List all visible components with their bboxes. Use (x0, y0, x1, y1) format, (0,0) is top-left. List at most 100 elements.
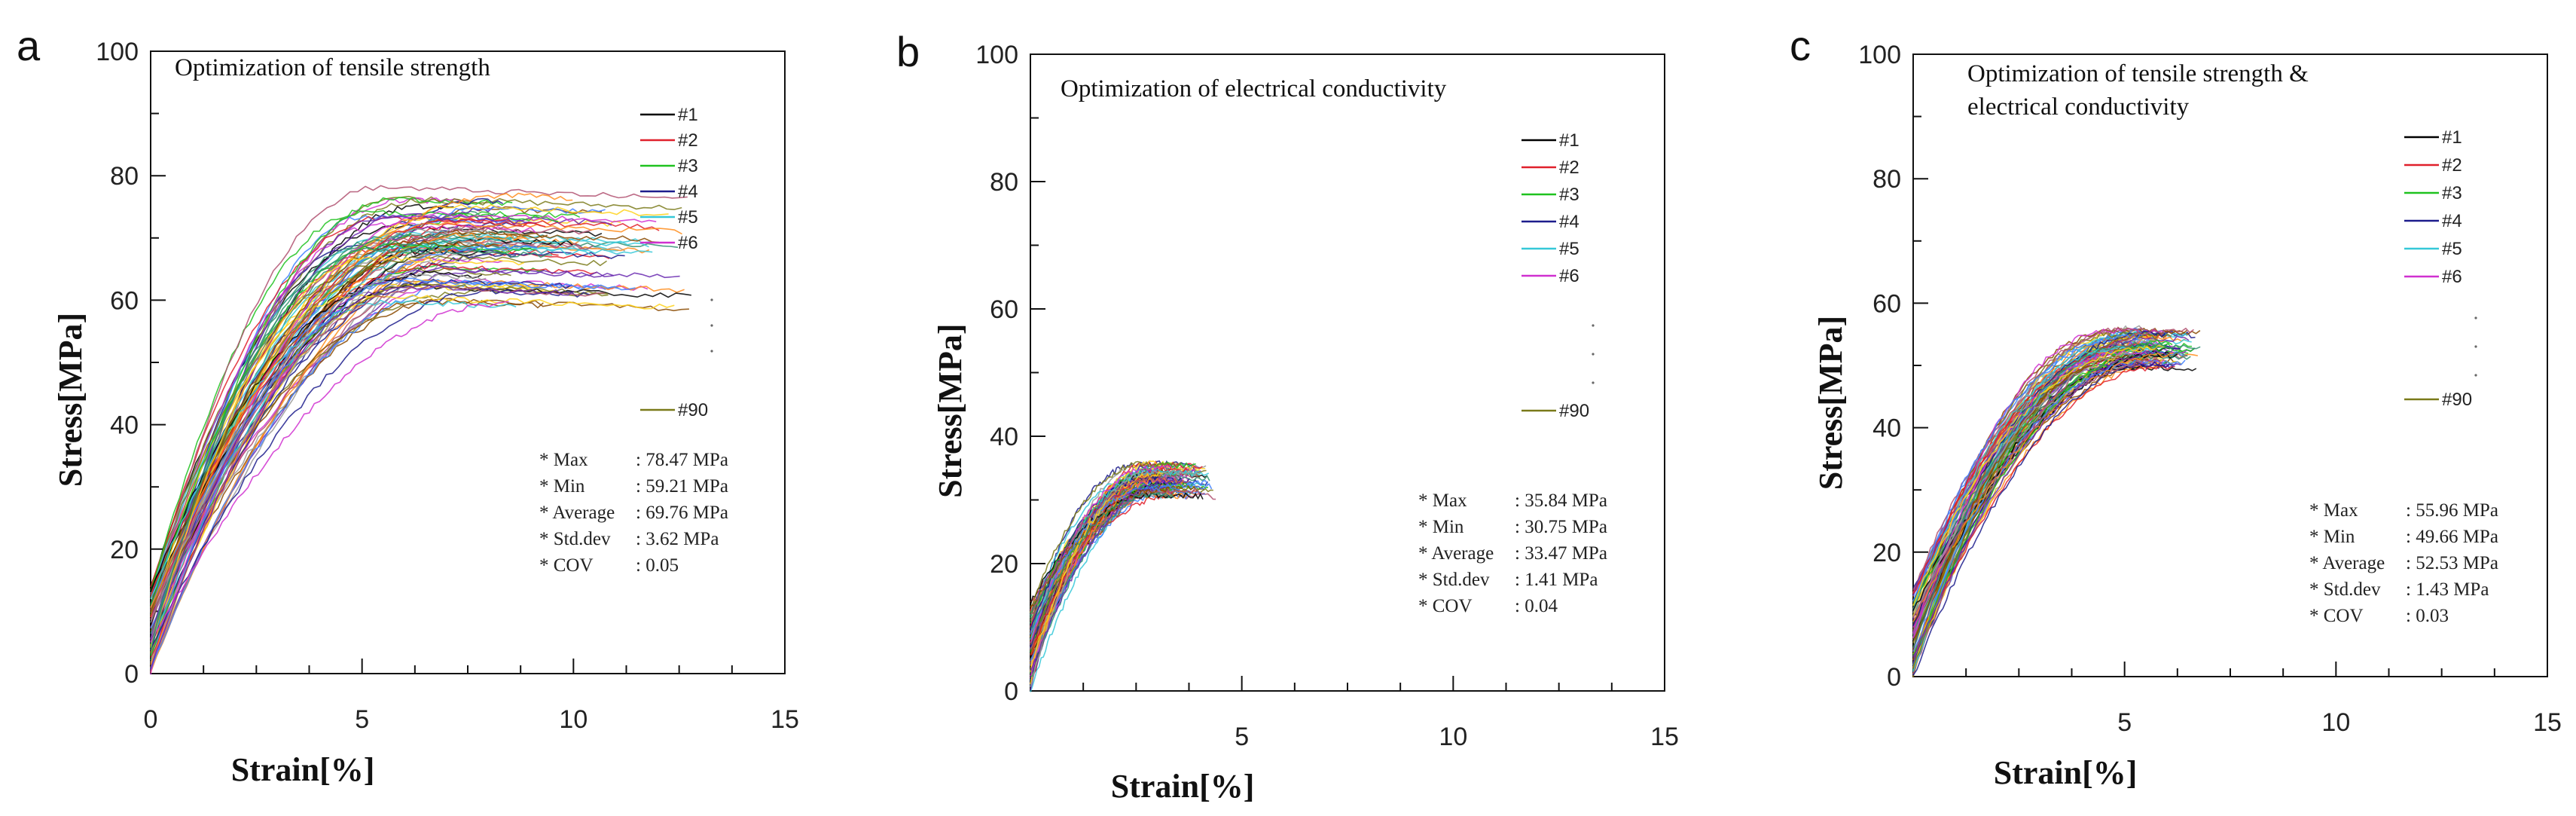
x-tick-label: 5 (2117, 708, 2132, 737)
legend: #1 #2 #3 #4 #5 #6 #90 (2404, 127, 2477, 410)
chart-panel-a: a 0 5 10 15 0 20 40 60 80 100 Strain[%] Stress[MPa] O… (17, 22, 799, 788)
x-axis-label: Strain[%] (231, 751, 375, 788)
y-tick-label: 20 (110, 536, 139, 564)
y-tick-label: 60 (990, 295, 1018, 324)
stat-label: * COV (539, 555, 594, 576)
stats-box: * Max: 78.47 MPa * Min: 59.21 MPa * Averag… (539, 450, 728, 576)
x-tick-label: 0 (144, 705, 158, 734)
stress-strain-curve (1912, 352, 2174, 622)
stress-strain-curve (1912, 341, 2201, 649)
stress-strain-curve (1912, 343, 2169, 656)
y-tick-label: 20 (990, 550, 1018, 579)
stat-label: * COV (2309, 606, 2364, 626)
chart-title: electrical conductivity (1967, 93, 2190, 121)
stress-strain-curve (150, 215, 660, 588)
stat-label: * Std.dev (1418, 570, 1490, 590)
stress-strain-curve (150, 265, 511, 590)
curves (1030, 460, 1216, 692)
legend-label: #6 (1559, 266, 1579, 286)
stress-strain-curve (1030, 486, 1170, 608)
x-axis-label: Strain[%] (1111, 768, 1255, 805)
stress-strain-curve (150, 237, 573, 589)
stress-strain-curve (150, 241, 650, 668)
stress-strain-curve (150, 285, 605, 621)
stress-strain-curve (1912, 356, 2135, 651)
stat-label: * Average (2309, 553, 2385, 573)
stat-value: : 59.21 MPa (636, 476, 728, 497)
legend-label: #6 (2442, 267, 2462, 287)
chart-title: Optimization of tensile strength & (1967, 60, 2309, 87)
stat-value: : 30.75 MPa (1515, 517, 1607, 537)
legend-ellipsis-dot (1592, 353, 1595, 356)
stat-label: * Max (1418, 491, 1467, 511)
legend-ellipsis-dot (710, 298, 713, 301)
stat-value: : 69.76 MPa (636, 503, 728, 523)
stat-label: * Std.dev (2309, 579, 2381, 600)
legend-label: #3 (678, 156, 698, 176)
legend-ellipsis-dot (2474, 316, 2477, 319)
stress-strain-curve (1030, 460, 1182, 607)
x-axis-label: Strain[%] (1994, 754, 2138, 791)
curves (150, 185, 691, 675)
chart-title: Optimization of tensile strength (175, 54, 490, 81)
y-tick-label: 40 (1872, 414, 1901, 443)
y-tick-label: 0 (1004, 677, 1018, 706)
legend-ellipsis-dot (2474, 374, 2477, 377)
legend-label: #4 (1559, 212, 1579, 232)
stress-strain-curve (150, 265, 680, 643)
legend-ellipsis-dot (710, 350, 713, 353)
stat-value: : 0.03 (2406, 606, 2449, 626)
y-tick-label: 60 (1872, 289, 1901, 318)
stress-strain-curve (1912, 358, 2162, 619)
stress-strain-curve (150, 264, 597, 597)
y-tick-label: 100 (96, 38, 139, 66)
x-tick-label: 10 (559, 705, 588, 734)
y-tick-label: 100 (975, 41, 1018, 69)
stress-strain-curve (150, 255, 525, 648)
y-tick-label: 20 (1872, 539, 1901, 567)
legend-label: #2 (678, 130, 698, 151)
stress-strain-curve (150, 244, 538, 608)
y-tick-label: 0 (1887, 663, 1901, 692)
y-axis-label: Stress[MPa] (932, 324, 969, 498)
legend: #1 #2 #3 #4 #5 #6 #90 (1521, 130, 1595, 421)
legend-label: #3 (2442, 183, 2462, 203)
stress-strain-curve (150, 247, 553, 651)
stress-strain-curve (150, 185, 688, 611)
stress-strain-curve (1912, 359, 2186, 652)
stat-label: * Max (2309, 500, 2358, 521)
stat-value: : 3.62 MPa (636, 529, 719, 549)
legend-ellipsis-dot (2474, 345, 2477, 348)
stress-strain-curve (150, 227, 490, 640)
panel-letter: b (896, 28, 920, 75)
y-axis-label: Stress[MPa] (1812, 316, 1849, 490)
legend-label: #6 (678, 233, 698, 253)
stat-value: : 52.53 MPa (2406, 553, 2498, 573)
x-tick-label: 5 (355, 705, 369, 734)
legend-label: #1 (678, 105, 698, 125)
stat-value: : 49.66 MPa (2406, 527, 2498, 547)
stat-value: : 0.04 (1515, 596, 1558, 616)
stress-strain-curve (150, 192, 573, 608)
y-tick-label: 40 (110, 411, 139, 440)
stress-strain-curve (1912, 359, 2156, 613)
legend-label: #2 (1559, 157, 1579, 178)
x-tick-label: 15 (771, 705, 799, 734)
stress-strain-curve (150, 273, 487, 623)
stat-value: : 1.41 MPa (1515, 570, 1598, 590)
stat-value: : 55.96 MPa (2406, 500, 2498, 521)
stress-strain-curve (1030, 471, 1163, 672)
x-tick-label: 15 (2533, 708, 2562, 737)
stress-strain-curve (1912, 333, 2141, 602)
legend-label: #3 (1559, 185, 1579, 205)
y-tick-label: 0 (124, 660, 139, 689)
stress-strain-curve (150, 243, 626, 663)
legend-ellipsis-dot (1592, 324, 1595, 327)
legend-label: #90 (2442, 390, 2472, 410)
legend-label: #90 (1559, 401, 1589, 421)
stress-strain-curve (150, 285, 575, 670)
stress-strain-curve (1912, 350, 2148, 634)
stress-strain-curve (150, 299, 517, 600)
legend-label: #5 (678, 207, 698, 228)
